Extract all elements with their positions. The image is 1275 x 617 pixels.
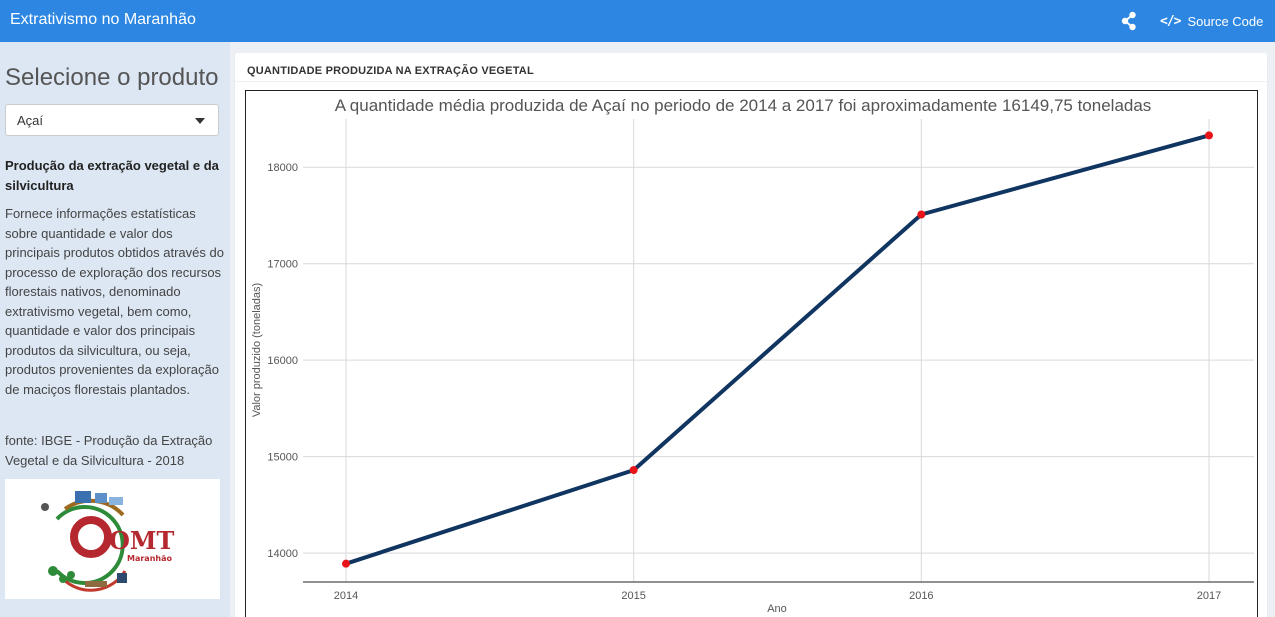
x-axis-label: Ano xyxy=(767,603,787,615)
omt-logo: OMT Maranhão xyxy=(5,479,220,599)
y-axis-label: Valor produzido (toneladas) xyxy=(251,283,263,417)
logo-subtext: Maranhão xyxy=(127,554,172,563)
y-tick-label: 18000 xyxy=(267,162,298,174)
source-code-label: Source Code xyxy=(1187,13,1264,29)
section-subtitle: Produção da extração vegetal e da silvic… xyxy=(5,158,219,193)
top-navbar: Extrativismo no Maranhão </> Source Code xyxy=(0,0,1275,42)
product-select-value: Açaí xyxy=(17,113,44,128)
panel-title: QUANTIDADE PRODUZIDA NA EXTRAÇÃO VEGETAL xyxy=(247,65,534,77)
y-tick-label: 14000 xyxy=(267,548,298,560)
data-point xyxy=(917,210,926,219)
chevron-down-icon xyxy=(195,118,205,124)
line-chart: 14000 15000 16000 17000 18000 2014 2015 2016 201… xyxy=(251,96,1254,615)
panel-divider xyxy=(235,81,1267,82)
y-tick-label: 16000 xyxy=(267,355,298,367)
x-tick-label: 2017 xyxy=(1197,590,1221,602)
section-description: Fornece informações estatísticas sobre q… xyxy=(5,206,224,397)
chart-title: A quantidade média produzida de Açaí no … xyxy=(335,96,1152,115)
y-tick-label: 15000 xyxy=(267,452,298,464)
sidebar: Selecione o produto Açaí Produção da ext… xyxy=(0,42,230,617)
source-code-link[interactable]: </> Source Code xyxy=(1160,11,1263,31)
logo-text: OMT xyxy=(109,526,174,555)
share-button[interactable] xyxy=(1118,10,1140,32)
share-icon xyxy=(1121,11,1136,31)
chart-panel: QUANTIDADE PRODUZIDA NA EXTRAÇÃO VEGETAL… xyxy=(235,53,1267,617)
x-tick-label: 2014 xyxy=(334,590,358,602)
x-tick-label: 2016 xyxy=(909,590,933,602)
x-tick-label: 2015 xyxy=(621,590,645,602)
source-note: fonte: IBGE - Produção da Extração Veget… xyxy=(5,433,213,468)
data-point xyxy=(1205,131,1213,140)
chart-frame: 14000 15000 16000 17000 18000 2014 2015 2016 201… xyxy=(245,90,1258,617)
data-point xyxy=(342,559,350,568)
y-tick-label: 17000 xyxy=(267,259,298,271)
product-select[interactable]: Açaí xyxy=(5,104,219,136)
code-icon: </> xyxy=(1160,13,1182,29)
app-title: Extrativismo no Maranhão xyxy=(10,11,196,28)
series-line xyxy=(345,133,1210,566)
product-select-heading: Selecione o produto xyxy=(5,64,219,91)
data-point xyxy=(629,466,638,475)
